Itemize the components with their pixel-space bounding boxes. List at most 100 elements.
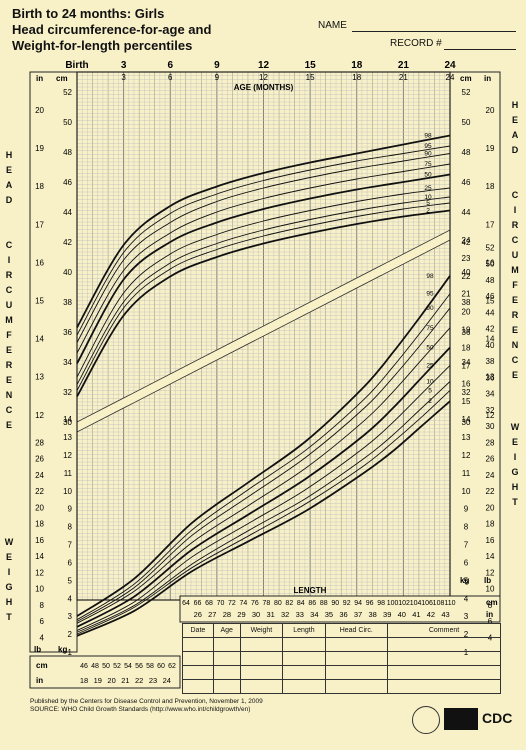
len-in-tick: 31 <box>266 610 274 619</box>
wt-kg-right: 8 <box>464 523 469 532</box>
percentile-line-5 <box>76 390 451 635</box>
wt-kg-left: 14 <box>63 415 72 424</box>
wt-lb-right: 12 <box>486 568 495 577</box>
unit-cm-bottom: cm <box>36 661 48 670</box>
length-title: LENGTH <box>294 586 327 595</box>
percentile-line-95 <box>76 145 451 336</box>
wt-kg-left: 3 <box>68 612 73 621</box>
wt-lb-right: 44 <box>486 308 495 317</box>
table-row[interactable] <box>182 651 501 666</box>
hc-in-right: 15 <box>486 297 495 306</box>
wt-lb-right: 36 <box>486 373 495 382</box>
len-cm-tick: 94 <box>354 600 362 607</box>
wt-lb-left: 22 <box>35 487 44 496</box>
percentile-line-98 <box>76 275 451 617</box>
len-cm-left-tick: 46 <box>80 663 88 670</box>
len-in-tick: 36 <box>339 610 347 619</box>
percentile-label-98: 98 <box>426 273 434 280</box>
col-comment: Comment <box>387 623 501 638</box>
hc-cm-left: 46 <box>63 178 72 187</box>
title-line-1: Birth to 24 months: Girls <box>12 6 165 21</box>
len-in-left-tick: 18 <box>80 676 88 685</box>
hc-cm-left: 44 <box>63 208 72 217</box>
wt-lb-right: 6 <box>488 617 493 626</box>
age-top-tick: 15 <box>305 60 317 71</box>
len-in-left-tick: 22 <box>135 676 143 685</box>
len-cm-tick: 68 <box>205 600 213 607</box>
wt-lb-right: 32 <box>486 406 495 415</box>
hc-cm-left: 34 <box>63 358 72 367</box>
len-cm-tick: 98 <box>377 600 385 607</box>
wt-kg-right: 16 <box>462 379 471 388</box>
cdc-eagle-icon <box>444 708 478 730</box>
len-cm-tick: 86 <box>308 600 316 607</box>
hc-in-right: 13 <box>486 373 495 382</box>
hc-cm-right: 34 <box>462 358 471 367</box>
unit-lb-right: lb <box>484 576 491 585</box>
len-in-tick: 37 <box>354 610 362 619</box>
len-in-tick: 42 <box>427 610 435 619</box>
age-top-tick: 24 <box>444 60 456 71</box>
hc-in-left: 13 <box>35 373 44 382</box>
table-row[interactable] <box>182 665 501 680</box>
hc-in-left: 12 <box>35 411 44 420</box>
age-inner-tick: 21 <box>399 73 408 82</box>
wt-lb-left: 12 <box>35 568 44 577</box>
percentile-line-98 <box>76 134 451 328</box>
wt-lb-left: 20 <box>35 503 44 512</box>
percentile-label-5: 5 <box>426 200 430 207</box>
len-cm-left-tick: 52 <box>113 663 121 670</box>
age-inner-tick: 12 <box>259 73 268 82</box>
percentile-label-50: 50 <box>424 172 432 179</box>
len-in-tick: 39 <box>383 610 391 619</box>
len-in-tick: 30 <box>252 610 260 619</box>
len-cm-left-tick: 54 <box>124 663 132 670</box>
percentile-line-95 <box>76 293 451 621</box>
unit-in-right: in <box>484 74 491 83</box>
hc-in-right: 14 <box>486 335 495 344</box>
unit-cm-left: cm <box>56 74 68 83</box>
len-cm-tick: 72 <box>228 600 236 607</box>
hc-cm-right: 50 <box>462 118 471 127</box>
table-row[interactable] <box>182 679 501 694</box>
len-in-left-tick: 19 <box>94 676 102 685</box>
percentile-label-10: 10 <box>424 194 432 201</box>
unit-in-len: in <box>486 610 493 619</box>
len-in-tick: 41 <box>412 610 420 619</box>
age-top-tick: Birth <box>65 60 88 71</box>
hc-in-left: 16 <box>35 258 44 267</box>
unit-kg-right: kg <box>460 576 469 585</box>
len-cm-tick: 76 <box>251 600 259 607</box>
hc-in-left: 17 <box>35 220 44 229</box>
wt-kg-left: 5 <box>68 576 73 585</box>
wt-kg-right: 13 <box>462 433 471 442</box>
wt-lb-left: 6 <box>40 617 45 626</box>
len-in-left-tick: 21 <box>121 676 129 685</box>
hc-in-right: 16 <box>486 258 495 267</box>
percentile-line-90 <box>76 153 451 343</box>
len-in-tick: 32 <box>281 610 289 619</box>
age-top-tick: 12 <box>258 60 270 71</box>
length-scale-frame <box>179 595 501 623</box>
wt-kg-left: 7 <box>68 541 73 550</box>
percentile-label-2: 2 <box>426 208 430 215</box>
name-field[interactable] <box>352 20 516 32</box>
percentile-line-10 <box>76 196 451 385</box>
hc-cm-right: 44 <box>462 208 471 217</box>
age-top-tick: 18 <box>351 60 363 71</box>
hc-in-right: 19 <box>486 144 495 153</box>
percentile-label-75: 75 <box>426 325 434 332</box>
len-cm-tick: 108 <box>433 600 445 607</box>
wt-lb-left: 14 <box>35 552 44 561</box>
percentile-line-5 <box>76 202 451 391</box>
record-field[interactable] <box>444 38 516 50</box>
percentile-line-2 <box>76 400 451 637</box>
wt-kg-right: 22 <box>462 272 471 281</box>
hc-in-left: 19 <box>35 144 44 153</box>
table-row[interactable] <box>182 637 501 652</box>
len-in-tick: 34 <box>310 610 318 619</box>
wt-kg-right: 21 <box>462 290 471 299</box>
wt-lb-left: 18 <box>35 520 44 529</box>
